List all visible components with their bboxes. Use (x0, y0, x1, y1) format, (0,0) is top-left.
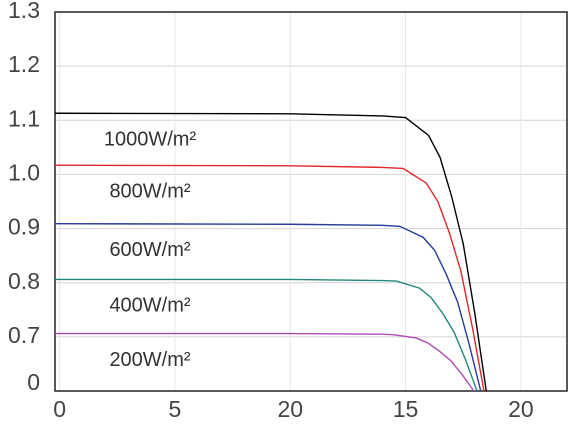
x-tick-label: 20 (277, 396, 303, 422)
series-line (54, 112, 487, 392)
y-tick-label: 0.7 (8, 322, 40, 348)
y-tick-label: 0.8 (8, 268, 40, 294)
series-line (54, 222, 482, 392)
series-line (54, 164, 485, 392)
series-line (55, 332, 475, 392)
series-label: 200W/m² (109, 349, 190, 371)
y-tick-label: 1.2 (8, 51, 40, 77)
y-tick-label: 1.1 (8, 105, 40, 131)
y-tick-label: 1.0 (8, 160, 40, 186)
x-tick-label: 0 (53, 396, 66, 422)
series-label: 800W/m² (109, 181, 190, 203)
series-label: 400W/m² (109, 295, 190, 317)
series-label: 1000W/m² (104, 129, 197, 151)
x-tick-label: 20 (508, 396, 534, 422)
series-line (55, 278, 478, 392)
plot-frame (54, 11, 568, 392)
series-label: 600W/m² (109, 239, 190, 261)
x-tick-label: 5 (169, 396, 182, 422)
y-tick-label: 1.3 (8, 0, 40, 23)
x-tick-label: 15 (393, 396, 419, 422)
y-tick-label: 0.9 (8, 214, 40, 240)
y-tick-label: 0 (27, 369, 40, 395)
